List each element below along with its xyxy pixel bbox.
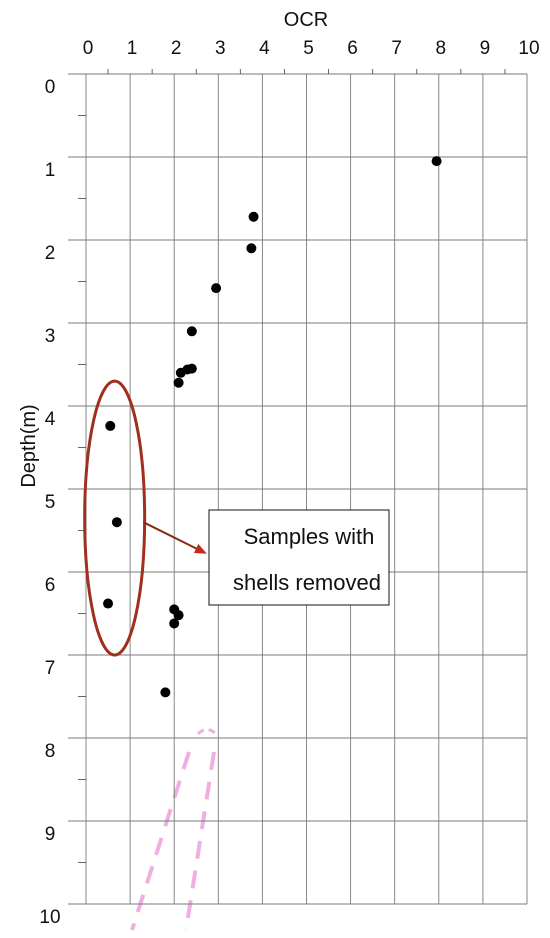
- callout-box: Samples with shells removed: [208, 509, 390, 606]
- data-point: [186, 326, 197, 337]
- y-tick-label: 2: [45, 243, 56, 264]
- data-point: [173, 377, 184, 388]
- data-point: [105, 420, 116, 431]
- x-axis-title: OCR: [284, 9, 328, 31]
- axis-ticks: [78, 69, 506, 863]
- highlight-ellipse: [83, 379, 147, 657]
- y-tick-label: 0: [45, 77, 56, 98]
- data-point: [111, 517, 122, 528]
- data-point: [173, 610, 184, 621]
- annotation-layer: Samples with shells removed: [83, 379, 390, 657]
- background-artifact: [130, 728, 218, 931]
- data-point: [211, 283, 222, 294]
- data-point: [248, 211, 259, 222]
- callout-arrow: [142, 521, 207, 554]
- data-point: [103, 598, 114, 609]
- x-tick-label: 4: [259, 38, 270, 59]
- x-tick-label: 10: [518, 38, 539, 59]
- x-tick-labels: 0 1 2 3 4 5 6 7 8 9 10: [83, 38, 540, 59]
- x-tick-label: 5: [303, 38, 314, 59]
- y-tick-label: 8: [45, 741, 56, 762]
- x-tick-label: 7: [391, 38, 402, 59]
- plot-grid: [68, 73, 528, 905]
- data-points: [103, 156, 442, 698]
- y-tick-label: 3: [45, 326, 56, 347]
- callout-line-1: Samples with: [244, 524, 375, 549]
- y-tick-label: 10: [39, 907, 60, 928]
- x-tick-label: 2: [171, 38, 182, 59]
- y-axis-title: Depth(m): [18, 404, 40, 487]
- data-point: [169, 618, 180, 629]
- data-point: [246, 243, 257, 254]
- y-tick-label: 4: [45, 409, 56, 430]
- y-tick-label: 9: [45, 824, 56, 845]
- x-tick-label: 6: [347, 38, 358, 59]
- y-tick-label: 1: [45, 160, 56, 181]
- data-point: [431, 156, 442, 167]
- y-tick-label: 5: [45, 492, 56, 513]
- x-tick-label: 8: [436, 38, 447, 59]
- y-tick-label: 7: [45, 658, 56, 679]
- x-tick-label: 9: [480, 38, 491, 59]
- x-tick-label: 1: [127, 38, 138, 59]
- data-point: [175, 367, 186, 378]
- y-tick-labels: 0 1 2 3 4 5 6 7 8 9 10: [39, 77, 60, 928]
- x-tick-label: 3: [215, 38, 226, 59]
- data-point: [160, 687, 171, 698]
- y-tick-label: 6: [45, 575, 56, 596]
- x-tick-label: 0: [83, 38, 94, 59]
- callout-line-2: shells removed: [233, 570, 381, 595]
